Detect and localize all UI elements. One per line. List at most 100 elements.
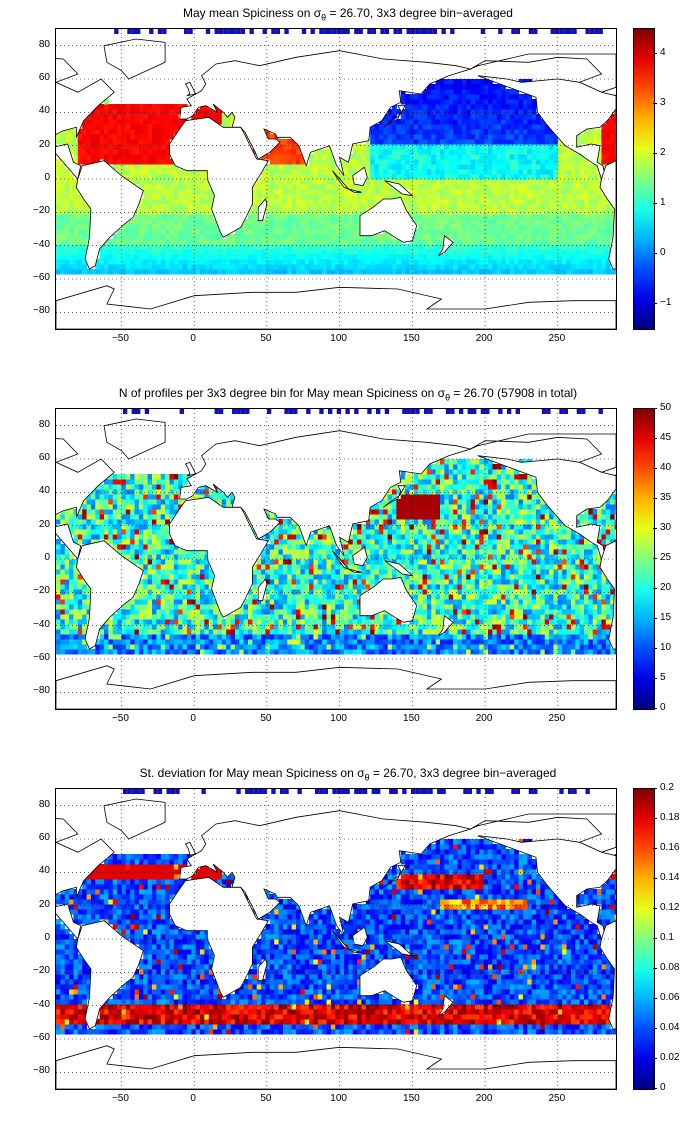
data-cell [134, 514, 140, 520]
data-cell [344, 199, 349, 205]
data-cell [186, 239, 192, 245]
data-cell [540, 254, 546, 260]
data-cell [365, 244, 371, 250]
data-cell [540, 199, 546, 205]
data-cell [296, 239, 301, 245]
data-cell [531, 269, 537, 275]
data-cell [165, 249, 170, 255]
data-cell [234, 239, 240, 245]
data-cell [269, 539, 275, 545]
data-cell [501, 219, 506, 225]
data-cell [496, 264, 502, 270]
data-cell [90, 134, 96, 140]
data-cell [165, 199, 170, 205]
data-cell [479, 184, 485, 190]
data-cell [221, 634, 227, 640]
data-cell [549, 214, 554, 220]
data-cell [134, 624, 140, 630]
data-cell [518, 224, 524, 230]
data-cell [73, 609, 79, 615]
data-cell [383, 169, 389, 175]
data-cell [156, 524, 162, 530]
data-cell [278, 239, 284, 245]
data-cell [549, 259, 554, 265]
data-cell [422, 239, 428, 245]
data-cell [117, 254, 122, 260]
data-cell [160, 199, 166, 205]
data-cell [274, 159, 280, 165]
data-cell [152, 234, 157, 240]
data-cell [287, 234, 293, 240]
data-cell [501, 139, 506, 145]
data-cell [522, 229, 528, 235]
data-cell [77, 644, 83, 650]
data-cell [99, 104, 105, 110]
data-cell [195, 174, 201, 180]
data-cell [291, 174, 297, 180]
data-cell [553, 164, 559, 170]
data-cell [191, 224, 197, 230]
data-cell [466, 269, 472, 275]
data-cell [191, 114, 197, 120]
data-cell [282, 139, 288, 145]
data-cell [178, 559, 184, 565]
data-cell [186, 269, 192, 275]
data-cell [300, 584, 306, 590]
data-cell [274, 259, 280, 265]
data-cell [387, 269, 393, 275]
data-cell [204, 564, 210, 570]
data-cell [156, 179, 162, 185]
data-cell [474, 109, 480, 115]
data-cell [300, 559, 306, 565]
data-cell [422, 199, 428, 205]
data-cell [152, 139, 157, 145]
data-cell [230, 499, 236, 505]
data-cell [562, 174, 568, 180]
data-cell [287, 579, 293, 585]
data-cell [173, 619, 179, 625]
data-cell [448, 209, 454, 215]
data-cell [514, 219, 520, 225]
data-cell [213, 239, 218, 245]
data-cell [518, 174, 524, 180]
data-cell [69, 584, 74, 590]
data-cell [374, 159, 380, 165]
data-cell [509, 244, 515, 250]
data-cell [457, 89, 463, 95]
data-cell [112, 154, 118, 160]
data-cell [287, 604, 293, 610]
data-cell [191, 634, 197, 640]
data-cell [138, 119, 144, 125]
data-cell [104, 624, 109, 630]
data-cell [291, 189, 297, 195]
data-cell [147, 594, 153, 600]
data-cell [479, 229, 485, 235]
data-cell [592, 234, 598, 240]
data-cell [64, 599, 70, 605]
data-cell [200, 189, 205, 195]
data-cell [488, 124, 493, 130]
data-cell [435, 104, 441, 110]
data-cell [531, 129, 537, 135]
data-cell [274, 549, 280, 555]
data-cell [474, 149, 480, 155]
data-cell [117, 474, 122, 480]
data-cell [488, 214, 493, 220]
data-cell [370, 149, 376, 155]
data-cell [234, 609, 240, 615]
data-cell [73, 529, 79, 535]
data-cell [182, 599, 188, 605]
data-cell [178, 229, 184, 235]
data-cell [479, 174, 485, 180]
data-cell [483, 204, 489, 210]
data-cell [86, 509, 92, 515]
data-cell [492, 124, 498, 130]
data-cell [138, 174, 144, 180]
data-cell [152, 584, 157, 590]
data-cell [400, 264, 406, 270]
data-cell [365, 149, 371, 155]
data-cell [579, 174, 585, 180]
data-cell [531, 254, 537, 260]
data-cell [208, 264, 214, 270]
data-cell [518, 109, 524, 115]
